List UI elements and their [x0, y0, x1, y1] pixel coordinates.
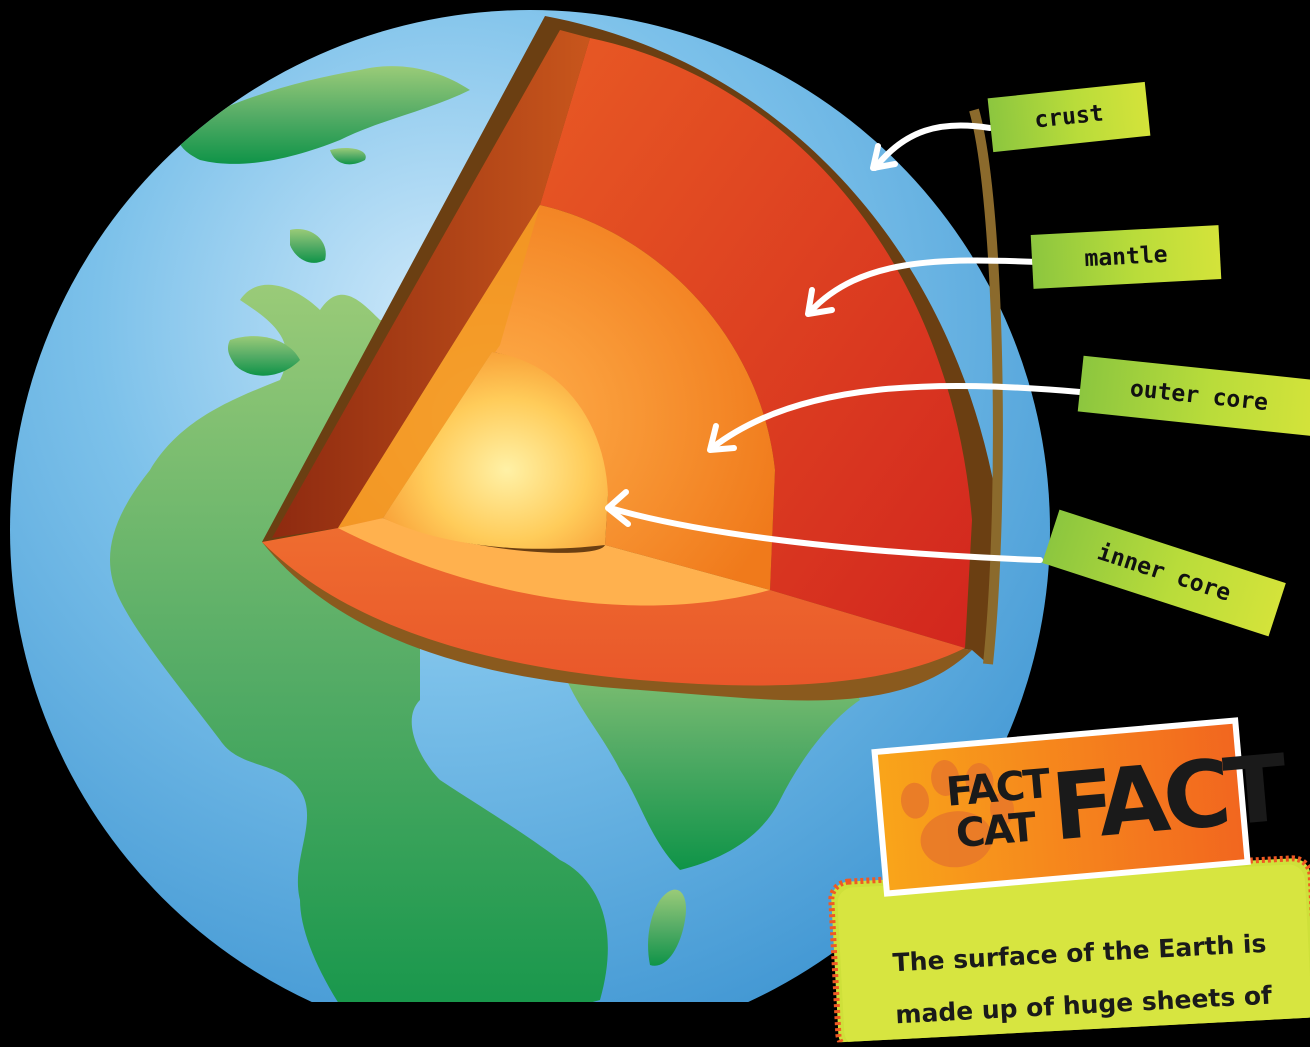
- arrow-crust: [872, 122, 993, 171]
- iberia-shape: [227, 336, 300, 376]
- outer-core: [338, 205, 775, 590]
- fact-text: The surface of the Earth is made up of h…: [891, 928, 1273, 1030]
- arrowhead-mantle: [805, 287, 835, 317]
- fact-cat-badge: FACT CAT FACT: [870, 714, 1286, 898]
- north-landmass-shape: [178, 66, 470, 164]
- arrow-outer-core: [709, 382, 1083, 451]
- africa-shape: [110, 284, 608, 1047]
- label-outer-core-text: outer core: [1128, 375, 1270, 417]
- label-mantle: mantle: [1030, 225, 1222, 289]
- arrow-inner-core: [607, 505, 1043, 563]
- label-mantle-text: mantle: [1083, 241, 1169, 273]
- small-island-shape: [330, 148, 366, 165]
- madagascar-shape: [648, 889, 686, 966]
- inner-core: [383, 352, 608, 549]
- outer-core-floor: [338, 518, 770, 606]
- arrow-mantle: [807, 257, 1041, 315]
- arrowhead-crust: [870, 143, 898, 171]
- label-crust-text: crust: [1033, 100, 1105, 134]
- mantle-left-wall: [272, 30, 590, 538]
- mantle-right-wall: [540, 38, 972, 648]
- arrows: [605, 122, 1083, 563]
- earth-layers-diagram: crust mantle outer core inner core The s…: [10, 10, 1310, 1047]
- arrowhead-outer-core: [707, 423, 737, 453]
- uk-shape: [290, 229, 326, 263]
- diagram-canvas: [10, 10, 1083, 1047]
- outer-core-shade: [338, 205, 540, 528]
- arrowhead-inner-core: [605, 489, 631, 527]
- badge-small-bottom: CAT: [954, 804, 1037, 858]
- paw-print-icon: [900, 760, 1015, 868]
- fact-badge-shape: [871, 717, 1251, 897]
- crust-side-edge: [969, 108, 1003, 665]
- badge-big: FACT: [1047, 734, 1286, 862]
